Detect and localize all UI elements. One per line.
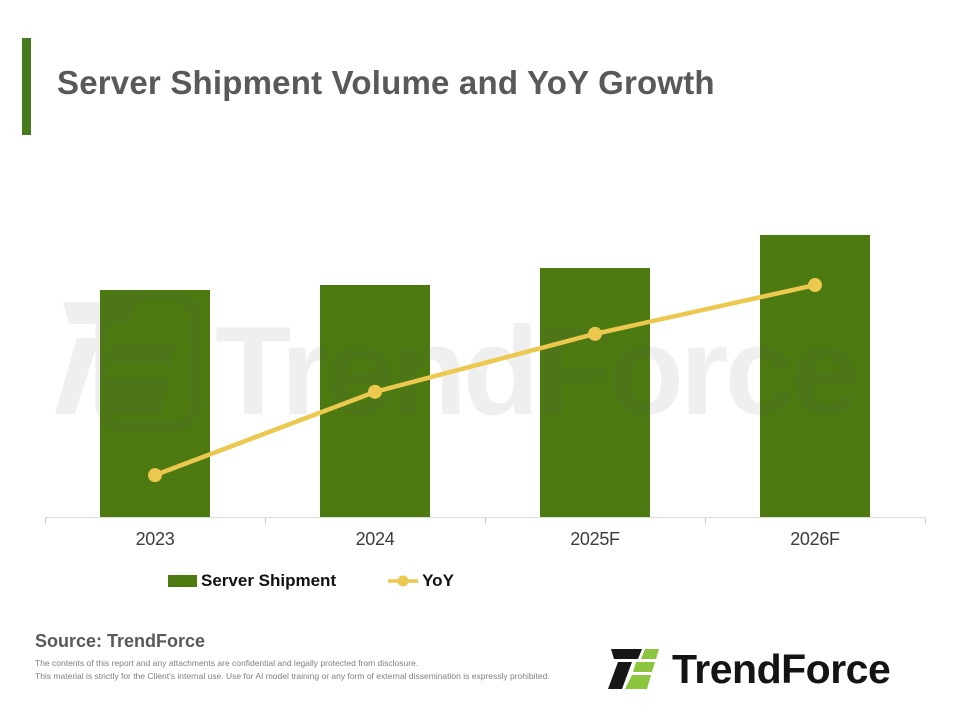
yoy-point-2023	[148, 468, 162, 483]
page-title: Server Shipment Volume and YoY Growth	[57, 64, 715, 101]
yoy-point-2025F	[588, 326, 602, 341]
title-accent-bar	[22, 38, 31, 135]
x-axis-label-2025F: 2025F	[570, 529, 620, 549]
x-axis-line	[45, 517, 925, 518]
x-axis-label-2024: 2024	[355, 529, 395, 549]
x-axis-tick	[485, 518, 486, 524]
x-axis-tick	[45, 518, 46, 524]
yoy-line-series	[148, 278, 822, 483]
x-axis-tick	[705, 518, 706, 524]
legend-item-server-shipment: Server Shipment	[168, 571, 336, 591]
x-axis-label-2026F: 2026F	[790, 529, 840, 549]
disclaimer-line-1: The contents of this report and any atta…	[35, 658, 419, 668]
yoy-line	[154, 282, 816, 478]
yoy-point-2026F	[808, 278, 822, 293]
disclaimer-text: The contents of this report and any atta…	[35, 657, 550, 683]
chart-plot-area	[45, 150, 926, 524]
legend-label-server-shipment: Server Shipment	[201, 571, 337, 590]
chart-legend: Server Shipment YoY	[168, 571, 454, 591]
bar-2024	[320, 285, 430, 517]
trendforce-logo-icon	[608, 649, 659, 689]
trendforce-logo: TrendForce	[606, 645, 891, 693]
legend-item-yoy: YoY	[388, 571, 454, 591]
x-axis-label-2023: 2023	[135, 529, 175, 549]
bar-2025F	[540, 268, 650, 517]
yoy-point-2024	[368, 384, 382, 399]
x-axis-tick	[925, 518, 926, 524]
x-axis-tick	[265, 518, 266, 524]
disclaimer-line-2: This material is strictly for the Client…	[35, 671, 550, 681]
bar-swatch-icon	[168, 575, 197, 587]
trendforce-logo-text: TrendForce	[672, 646, 891, 692]
line-dot-swatch-icon	[388, 575, 419, 587]
source-label: Source: TrendForce	[35, 631, 206, 651]
legend-label-yoy: YoY	[422, 571, 454, 590]
